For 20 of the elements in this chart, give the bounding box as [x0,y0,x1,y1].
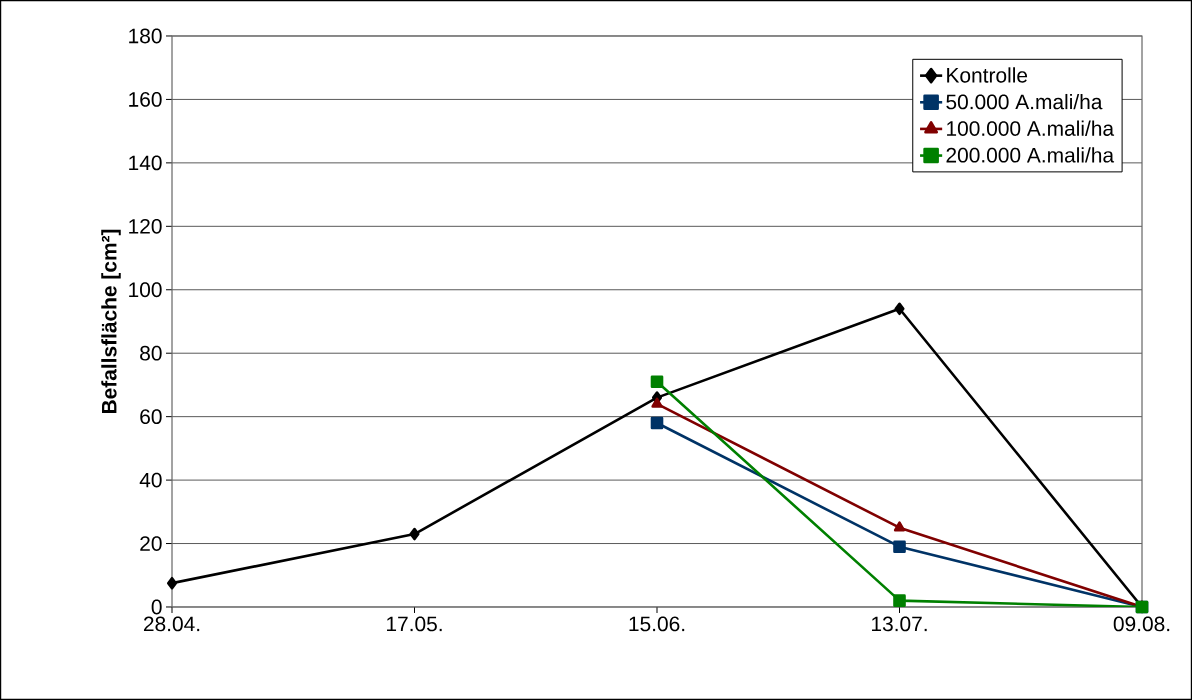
legend-label: 200.000 A.mali/ha [946,147,1115,163]
y-tick-label: 140 [129,155,162,171]
y-tick-label: 80 [140,345,162,361]
y-tick-label: 160 [129,92,162,107]
y-tick-label: 0 [151,599,162,615]
legend-label: 50.000 A.mali/ha [946,93,1103,110]
y-tick-label: 60 [140,409,162,425]
y-tick-label: 20 [140,536,162,551]
y-tick-label: 40 [139,472,162,488]
x-tick-label: 17.05. [387,616,442,632]
y-tick-label: 180 [129,28,162,44]
y-tick-label: 100 [129,282,162,298]
x-tick-label: 28.04. [143,616,200,632]
x-tick-label: 09.08. [1113,616,1170,632]
y-tick-label: 120 [129,218,162,234]
legend-label: Kontrolle [947,67,1028,83]
x-tick-label: 15.06. [629,616,685,632]
legend-label: 100.000 A.mali/ha [947,120,1115,136]
y-axis-title: Befallsfläche [cm²] [101,229,121,414]
x-tick-label: 13.07. [872,616,927,632]
